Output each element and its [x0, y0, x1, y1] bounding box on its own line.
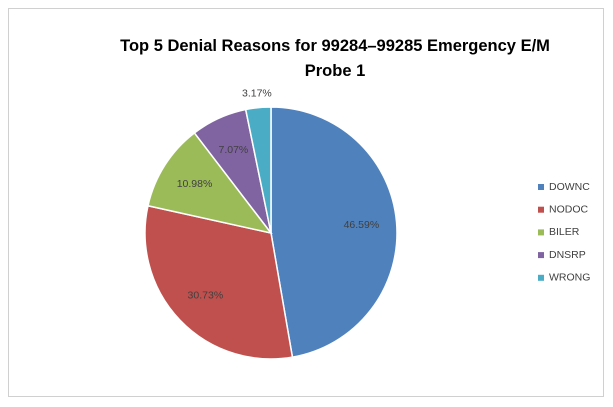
data-label: 7.07%	[218, 144, 248, 156]
data-label: 10.98%	[177, 178, 213, 190]
data-label: 30.73%	[188, 289, 224, 301]
data-label: 46.59%	[344, 219, 380, 231]
pie-slice	[244, 106, 272, 234]
chart-frame	[8, 8, 604, 397]
pie-slice	[270, 106, 398, 359]
legend-label: WRONG	[549, 272, 590, 284]
legend-marker	[538, 184, 544, 190]
legend-marker	[538, 252, 544, 259]
pie-slice	[147, 131, 273, 235]
legend-marker	[538, 274, 544, 281]
legend-marker	[538, 229, 544, 236]
legend-marker	[538, 206, 544, 213]
legend-label: NODOC	[549, 203, 589, 215]
pie-slice	[144, 204, 294, 360]
legend-label: BILER	[549, 226, 580, 238]
legend-label: DNSRP	[549, 249, 586, 261]
legend-label: DOWNC	[549, 181, 590, 193]
chart-title: Top 5 Denial Reasons for 99284–99285 Eme…	[120, 37, 550, 80]
data-label: 3.17%	[242, 88, 272, 100]
